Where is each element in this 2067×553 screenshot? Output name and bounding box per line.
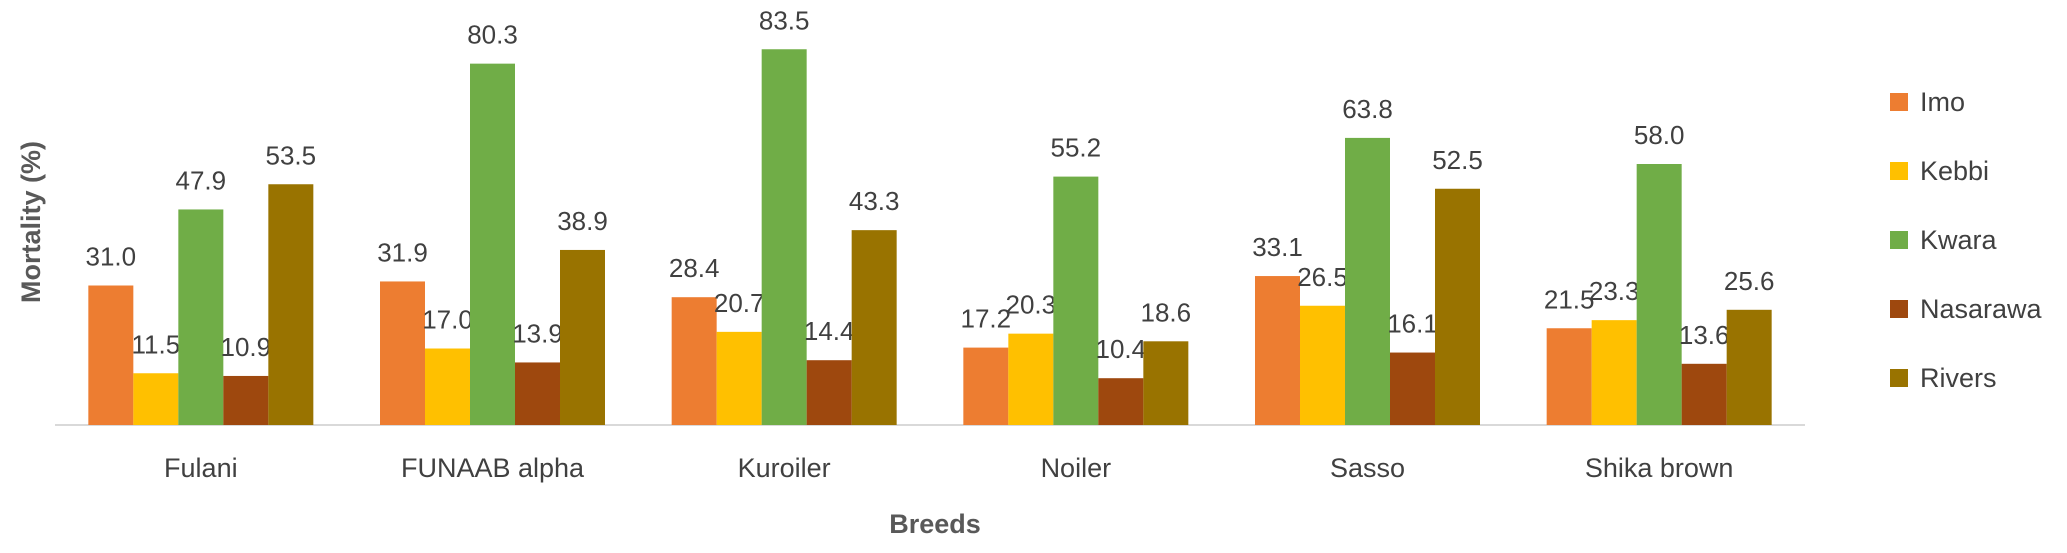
bar-kwara-fulani [178,209,224,425]
bar-nasarawa-shika-brown [1681,363,1727,425]
data-label: 25.6 [1724,266,1775,296]
bar-nasarawa-kuroiler [806,360,852,425]
bar-rivers-funaab-alpha [560,249,605,425]
data-label: 21.5 [1544,284,1595,314]
x-tick-label: FUNAAB alpha [401,453,585,483]
bar-rivers-fulani [268,184,314,425]
data-label: 47.9 [176,165,227,195]
bar-kebbi-shika-brown [1591,320,1637,425]
bar-kebbi-noiler [1008,333,1054,425]
legend-swatch-nasarawa [1890,300,1908,318]
bar-nasarawa-fulani [223,375,269,425]
data-label: 13.9 [512,318,563,348]
data-label: 58.0 [1634,120,1685,150]
bar-rivers-noiler [1143,341,1189,425]
legend-swatch-imo [1890,93,1908,111]
bar-imo-funaab-alpha [380,281,425,425]
data-label: 55.2 [1051,133,1102,163]
legend-label-nasarawa: Nasarawa [1920,294,2043,324]
legend-swatch-kwara [1890,231,1908,249]
data-label: 13.6 [1679,320,1730,350]
x-tick-label: Kuroiler [738,453,831,483]
bar-nasarawa-funaab-alpha [515,362,560,425]
data-label: 18.6 [1141,297,1192,327]
bar-kebbi-fulani [133,373,179,425]
legend-label-imo: Imo [1920,87,1965,117]
data-label: 31.0 [86,242,137,272]
x-tick-label: Noiler [1041,453,1112,483]
data-label: 11.5 [131,329,180,359]
data-label: 52.5 [1432,145,1483,175]
bar-kwara-noiler [1053,176,1099,425]
data-label: 10.9 [221,332,272,362]
legend-label-kebbi: Kebbi [1920,156,1989,186]
data-label: 20.7 [714,288,765,318]
data-label: 33.1 [1252,232,1303,262]
x-tick-label: Shika brown [1585,453,1734,483]
legend-label-kwara: Kwara [1920,225,1998,255]
plot-area: 31.0 11.5 47.9 10.9 53.5 31.9 17.0 80.3 13.9 38.9… [55,5,1805,426]
data-label: 26.5 [1297,262,1348,292]
bar-kwara-shika-brown [1636,164,1682,425]
data-label: 20.3 [1006,290,1057,320]
x-tick-label: Fulani [164,453,238,483]
data-label: 38.9 [557,206,608,236]
data-label: 10.4 [1096,334,1147,364]
bar-imo-noiler [963,347,1009,425]
bar-rivers-shika-brown [1726,309,1772,425]
bar-rivers-sasso [1435,188,1480,425]
bar-kwara-funaab-alpha [470,63,515,426]
bar-imo-kuroiler [671,297,717,425]
bar-nasarawa-noiler [1098,378,1144,425]
data-label: 14.4 [804,316,855,346]
bar-nasarawa-sasso [1390,352,1435,425]
data-label: 17.0 [422,305,473,335]
bar-imo-shika-brown [1546,328,1592,425]
bar-kebbi-kuroiler [716,331,762,425]
bar-rivers-kuroiler [851,230,897,425]
bar-kwara-sasso [1345,137,1390,425]
legend: Imo Kebbi Kwara Nasarawa Rivers [1890,87,2043,393]
data-label: 31.9 [377,237,428,267]
data-label: 43.3 [849,186,900,216]
data-label: 16.1 [1387,309,1438,339]
bar-kebbi-sasso [1300,305,1345,425]
data-label: 80.3 [467,20,518,50]
x-axis-title: Breeds [889,509,981,539]
bar-kwara-kuroiler [761,49,807,425]
data-label: 17.2 [961,304,1012,334]
data-label: 63.8 [1342,94,1393,124]
data-label: 53.5 [266,140,317,170]
x-tick-label: Sasso [1330,453,1405,483]
legend-swatch-kebbi [1890,162,1908,180]
bar-imo-sasso [1255,276,1300,425]
y-axis-title: Mortality (%) [16,141,46,303]
legend-swatch-rivers [1890,369,1908,387]
legend-label-rivers: Rivers [1920,363,1997,393]
data-label: 23.3 [1589,276,1640,306]
x-axis-ticks: Fulani FUNAAB alpha Kuroiler Noiler Sasso Shi… [164,453,1733,483]
data-label: 83.5 [759,5,810,35]
data-label: 28.4 [669,253,720,283]
bar-kebbi-funaab-alpha [425,348,470,425]
bar-imo-fulani [88,285,134,425]
